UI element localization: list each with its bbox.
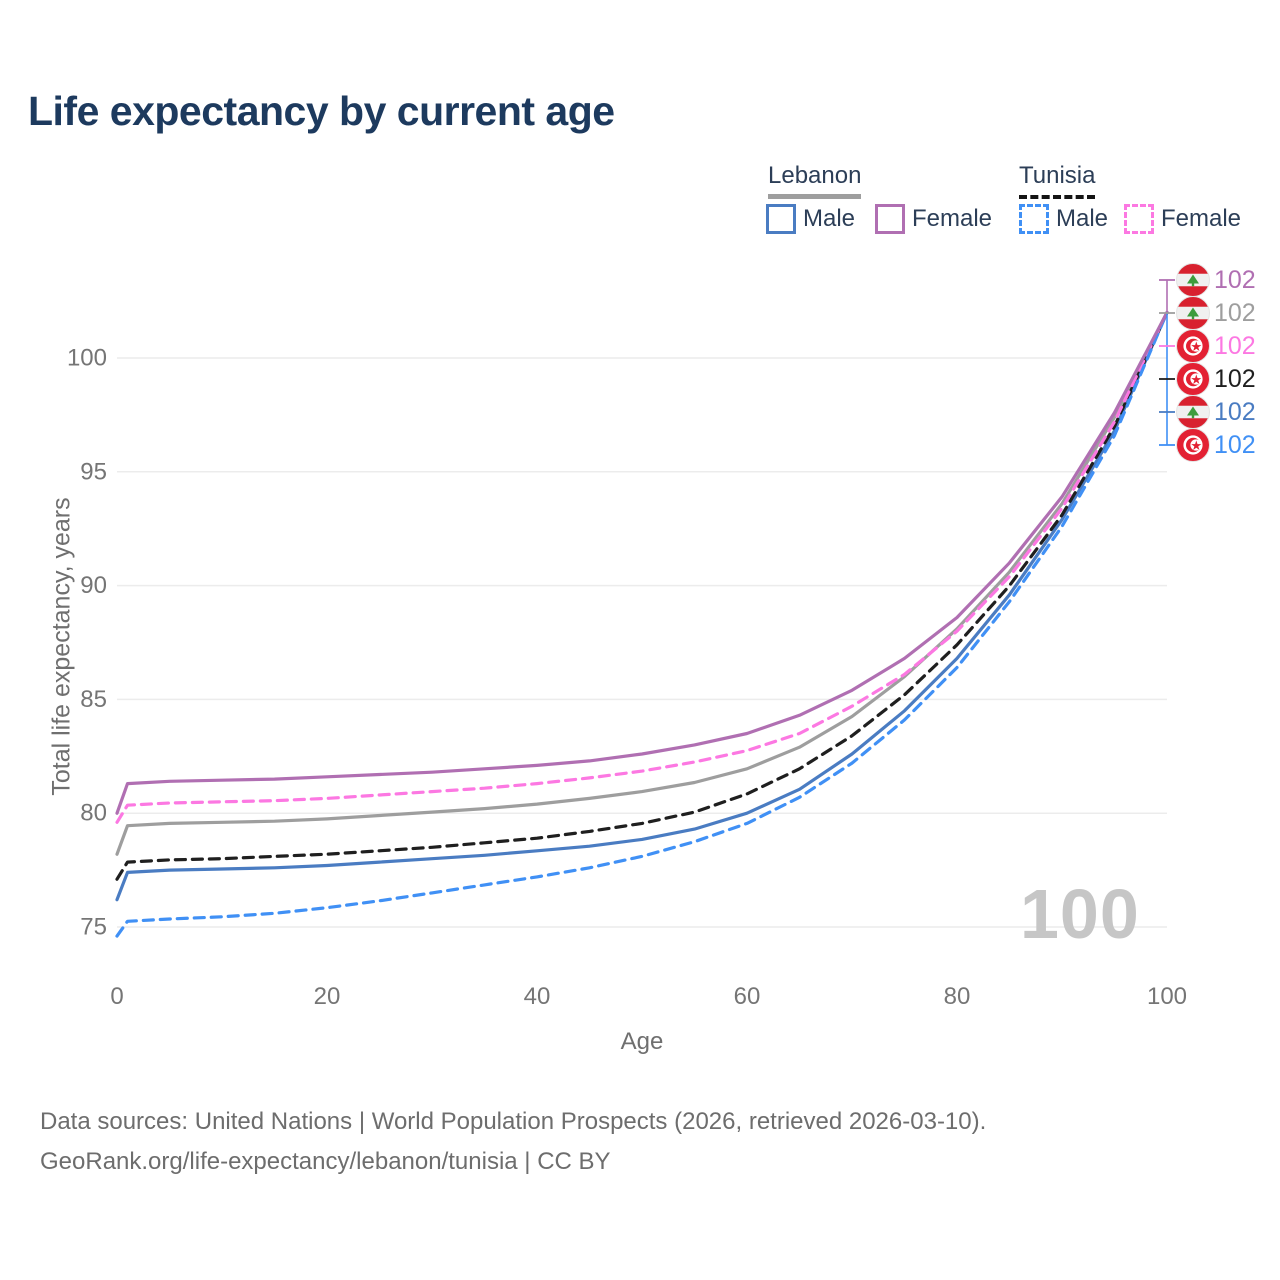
svg-text:★: ★ (1190, 372, 1202, 387)
legend-item-label: Male (803, 205, 856, 232)
tunisia-dashed-line-swatch (1019, 195, 1096, 199)
legend-group-tunisia-label: Tunisia (1019, 162, 1096, 189)
series-line-lebanon (115, 310, 1169, 856)
x-axis-title: Age (620, 1028, 664, 1055)
legend-group-lebanon-label: Lebanon (768, 162, 862, 189)
x-tick-label-100: 100 (1147, 983, 1187, 1010)
svg-text:★: ★ (1190, 438, 1202, 453)
y-tick-label-100: 100 (67, 345, 107, 372)
lebanon-flag-icon (1176, 263, 1210, 297)
series-line-tunisia (115, 310, 1169, 881)
end-value-label-lebanon: 102 (1214, 299, 1256, 327)
x-tick-label-40: 40 (524, 983, 551, 1010)
leader-lines (1159, 279, 1175, 446)
legend-item-tunisia-male[interactable]: Male (1019, 204, 1108, 234)
y-tick-label-75: 75 (80, 914, 107, 941)
y-tick-label-90: 90 (80, 572, 107, 599)
y-tick-label-80: 80 (80, 800, 107, 827)
legend-group-tunisia[interactable]: Tunisia (1019, 162, 1096, 199)
legend-group-lebanon[interactable]: Lebanon (768, 162, 862, 199)
lebanon-flag-icon (1176, 296, 1210, 330)
lebanon-solid-line-swatch (768, 194, 862, 199)
legend-item-label: Female (912, 205, 993, 232)
series-line-tunisia-female (115, 310, 1169, 824)
legend-item-lebanon-female[interactable]: Female (875, 204, 992, 234)
attribution-note: GeoRank.org/life-expectancy/lebanon/tuni… (40, 1148, 611, 1175)
series-line-lebanon-female (115, 310, 1169, 815)
svg-text:★: ★ (1190, 339, 1202, 354)
tunisia-flag-icon: ★ (1176, 362, 1210, 396)
y-tick-label-95: 95 (80, 458, 107, 485)
legend-item-lebanon-male[interactable]: Male (766, 204, 855, 234)
y-tick-label-85: 85 (80, 686, 107, 713)
tunisia-flag-icon: ★ (1176, 428, 1210, 462)
tunisia-male-swatch-icon (1019, 204, 1049, 234)
end-value-label-lebanon-female: 102 (1214, 266, 1256, 294)
end-value-label-tunisia: 102 (1214, 365, 1256, 393)
x-tick-label-60: 60 (734, 983, 761, 1010)
legend-item-tunisia-female[interactable]: Female (1124, 204, 1241, 234)
page-title: Life expectancy by current age (28, 88, 615, 134)
legend-item-label: Male (1056, 205, 1109, 232)
tunisia-flag-icon: ★ (1176, 329, 1210, 363)
x-tick-label-20: 20 (314, 983, 341, 1010)
end-value-label-tunisia-female: 102 (1214, 332, 1256, 360)
series-line-lebanon-male (115, 310, 1169, 902)
x-tick-label-80: 80 (944, 983, 971, 1010)
x-tick-label-0: 0 (110, 983, 123, 1010)
series-line-tunisia-male (115, 310, 1169, 938)
tunisia-female-swatch-icon (1124, 204, 1154, 234)
legend-item-label: Female (1161, 205, 1242, 232)
lebanon-flag-icon (1176, 395, 1210, 429)
hovered-age-watermark: 100 (1020, 875, 1140, 953)
end-value-label-lebanon-male: 102 (1214, 398, 1256, 426)
end-value-label-tunisia-male: 102 (1214, 431, 1256, 459)
lebanon-female-swatch-icon (875, 204, 905, 234)
data-sources-note: Data sources: United Nations | World Pop… (40, 1108, 987, 1135)
y-axis-title: Total life expectancy, years (47, 497, 76, 796)
lebanon-male-swatch-icon (766, 204, 796, 234)
